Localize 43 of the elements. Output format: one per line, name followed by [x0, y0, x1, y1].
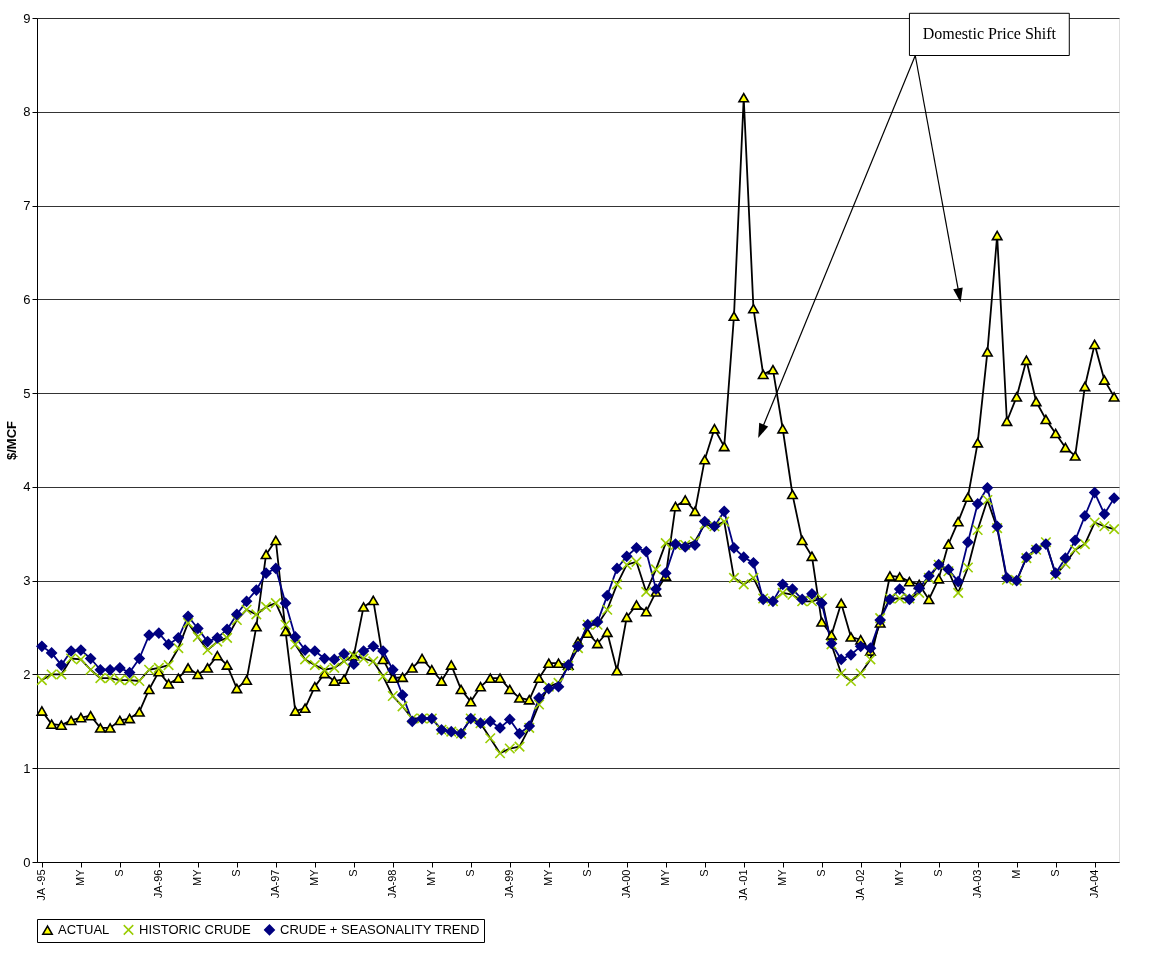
x-tick-label: JA-98	[386, 869, 399, 899]
x-tick-label: JA-00	[620, 869, 633, 899]
x-tick-label: S	[113, 869, 126, 877]
annotation: Domestic Price Shift	[922, 24, 1057, 42]
y-tick-label: 3	[23, 573, 31, 589]
x-tick-label: JA-96	[152, 869, 165, 899]
x-tick-label: JA-04	[1088, 869, 1101, 899]
legend-label: ACTUAL	[58, 922, 110, 938]
x-tick-label: M	[1010, 869, 1023, 879]
y-tick-label: 2	[23, 666, 31, 682]
legend-label: HISTORIC CRUDE	[139, 921, 252, 937]
x-tick-label: S	[347, 869, 360, 877]
x-tick-label: MY	[74, 868, 87, 886]
x-tick-label: MY	[893, 868, 906, 886]
x-tick-label: JA-99	[503, 869, 516, 899]
x-tick-label: S	[1049, 869, 1062, 877]
x-tick-label: MY	[425, 868, 438, 886]
x-tick-label: MY	[776, 868, 789, 886]
y-tick-label: 4	[23, 479, 31, 495]
y-tick-label: 6	[23, 291, 31, 307]
x-tick-label: MY	[659, 868, 672, 886]
x-tick-label: S	[464, 869, 477, 877]
x-tick-label: JA -95	[35, 869, 48, 901]
x-tick-label: S	[815, 869, 828, 877]
x-tick-label: MY	[542, 868, 555, 886]
x-tick-label: S	[230, 869, 243, 877]
x-tick-label: MY	[308, 868, 321, 886]
y-tick-label: 7	[23, 198, 31, 214]
y-tick-label: 5	[23, 385, 31, 401]
y-tick-label: 1	[23, 760, 31, 776]
legend-label: CRUDE + SEASONALITY TREND	[280, 921, 480, 937]
x-tick-label: S	[698, 869, 711, 877]
y-tick-label: 9	[23, 10, 31, 26]
y-tick-label: 0	[23, 854, 31, 870]
y-tick-label: 8	[23, 104, 31, 120]
x-tick-label: JA-97	[269, 869, 282, 899]
x-tick-label: JA-03	[971, 869, 984, 899]
y-axis-title: $/MCF	[4, 420, 20, 460]
x-tick-label: S	[581, 869, 594, 877]
x-tick-label: MY	[191, 868, 204, 886]
x-tick-label: JA -02	[854, 869, 867, 901]
x-tick-label: S	[932, 869, 945, 877]
x-tick-label: JA -01	[737, 869, 750, 901]
